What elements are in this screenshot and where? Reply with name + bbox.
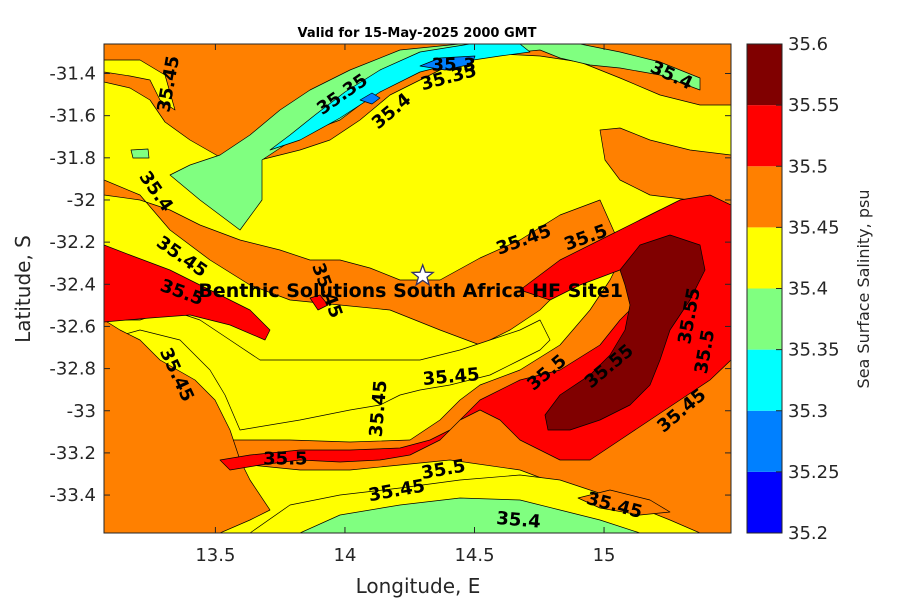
fill-blue-spot-2 [419,55,476,71]
fill-southwest-orange [104,319,271,533]
colorbar-tick-label: 35.2 [788,523,828,544]
y-tick-label: -31.6 [49,106,96,127]
x-axis-ticks: 13.5 14 14.5 15 [195,44,615,566]
fill-northeast-orange [599,127,731,206]
chart-title: Valid for 15-May-2025 2000 GMT [298,26,537,41]
colorbar-tick-label: 35.5 [788,156,828,177]
colorbar-segment [747,288,782,350]
colorbar-tick-label: 35.45 [788,217,840,238]
site-star-icon [410,262,435,287]
colorbar-segment [747,410,782,472]
fill-south-green-strip [299,497,641,533]
colorbar-segment [747,471,782,533]
y-tick-label: -31.8 [49,148,96,169]
y-tick-label: -33.4 [49,485,96,506]
fill-west-red [104,244,271,341]
y-axis-ticks: -31.4 -31.6 -31.8 -32 -32.2 -32.4 -32.6 -32.8 -3… [49,64,731,506]
y-tick-label: -32.2 [49,232,96,253]
y-tick-label: -32.4 [49,274,96,295]
site-annotation-label: Benthic Solutions South Africa HF Site1 [198,280,623,302]
plot-frame [103,43,732,534]
y-tick-label: -32 [67,190,96,211]
colorbar-segment [747,166,782,228]
site-annotation: Benthic Solutions South Africa HF Site1 [198,262,623,302]
y-tick-label: -32.8 [49,359,96,380]
fill-north-yellow-patch [104,59,176,111]
fill-cyan-band [269,44,531,151]
fill-west-yellow-band [104,309,551,431]
fill-green-spot [130,148,150,159]
x-tick-label: 14 [334,545,357,566]
colorbar-tick-label: 35.25 [788,462,840,483]
colorbar-tick-label: 35.35 [788,340,840,361]
x-tick-label: 14.5 [454,545,494,566]
fill-central-red-spot [309,294,329,311]
contour-fill-area [104,44,731,533]
colorbar-tick-label: 35.3 [788,401,828,422]
contour-label: 35.45 [422,364,481,390]
colorbar-label: Sea Surface Salinity, psu [854,190,873,389]
colorbar-tick-label: 35.6 [788,34,828,55]
fill-west-orange-band [104,179,621,346]
colorbar-tick-label: 35.55 [788,95,840,116]
colorbar-tick-label: 35.4 [788,279,828,300]
fill-east-darkred [544,234,706,431]
contour-label: 35.4 [496,508,542,533]
y-tick-label: -32.6 [49,316,96,337]
x-axis-label: Longitude, E [356,574,481,598]
fill-blue-spot-1 [359,92,381,105]
contour-label: 35.45 [366,379,392,438]
y-axis-label: Latitude, S [11,235,35,343]
colorbar-segment [747,227,782,289]
contour-label: 35.5 [263,449,307,470]
y-tick-label: -33.2 [49,443,96,464]
y-tick-label: -31.4 [49,64,96,85]
contour-label: 35.3 [432,55,476,76]
colorbar-segment [747,44,782,106]
x-tick-label: 13.5 [195,545,235,566]
colorbar: 35.2 35.25 35.3 35.35 35.4 35.45 35.5 35.55 35.6 [746,34,840,544]
colorbar-segment [747,349,782,411]
fill-south-orange-spot [577,489,671,516]
y-tick-label: -33 [67,401,96,422]
x-tick-label: 15 [593,545,616,566]
colorbar-segment [747,105,782,167]
